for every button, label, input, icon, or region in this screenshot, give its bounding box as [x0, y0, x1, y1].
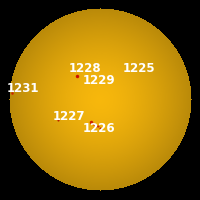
Text: 1231: 1231	[7, 82, 40, 95]
Text: 1228: 1228	[69, 62, 102, 75]
Text: 1229: 1229	[83, 74, 116, 88]
Text: 1225: 1225	[123, 62, 156, 75]
Text: 1226: 1226	[83, 122, 116, 136]
Text: 1227: 1227	[53, 110, 86, 123]
